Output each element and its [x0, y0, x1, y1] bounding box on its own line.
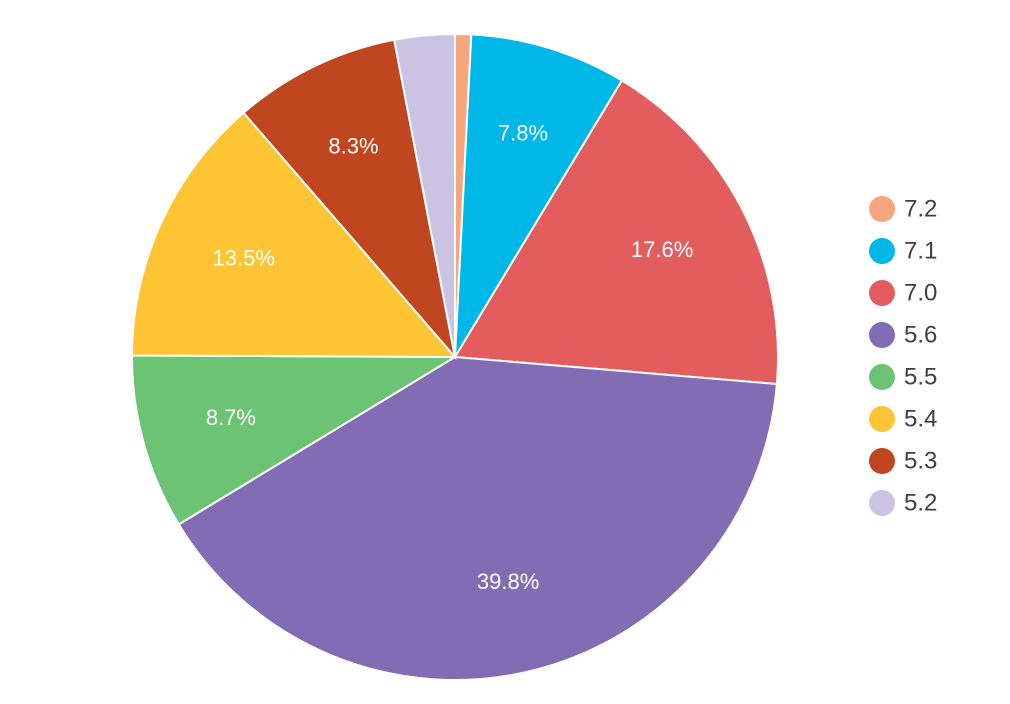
pie-slice-5-2	[393, 32, 456, 358]
data-label-7-1: 7.8%	[498, 120, 548, 145]
legend-swatch	[869, 490, 895, 516]
data-label-5-6: 39.8%	[477, 569, 539, 594]
legend-swatch	[869, 406, 895, 432]
data-label-5-5: 8.7%	[206, 405, 256, 430]
pie-slice-7-1	[454, 33, 624, 358]
legend-item-5-6: 5.6	[869, 321, 937, 348]
data-labels-group: 7.8% 17.6% 39.8% 8.7% 13.5% 8.3%	[206, 120, 693, 594]
legend-swatch	[869, 196, 895, 222]
legend-label: 5.5	[904, 363, 937, 390]
legend-label: 5.3	[904, 447, 937, 474]
legend-item-5-4: 5.4	[869, 405, 937, 432]
legend-label: 5.6	[904, 321, 937, 348]
legend-swatch	[869, 280, 895, 306]
data-label-5-4: 13.5%	[213, 246, 275, 271]
legend-label: 7.0	[904, 279, 937, 306]
legend-item-5-3: 5.3	[869, 447, 937, 474]
legend-label: 5.2	[904, 489, 937, 516]
legend-item-7-0: 7.0	[869, 279, 937, 306]
pie-slice-5-6	[177, 355, 778, 681]
legend-swatch	[869, 322, 895, 348]
legend-item-7-2: 7.2	[869, 195, 937, 222]
legend-item-5-5: 5.5	[869, 363, 937, 390]
legend-label: 5.4	[904, 405, 937, 432]
pie-slice-7-0	[453, 79, 779, 386]
data-label-5-3: 8.3%	[328, 134, 378, 159]
legend-label: 7.1	[904, 237, 937, 264]
legend-swatch	[869, 238, 895, 264]
legend-swatch	[869, 364, 895, 390]
legend: 7.2 7.1 7.0 5.6 5.5 5.4 5.3 5.2	[869, 195, 937, 516]
legend-item-5-2: 5.2	[869, 489, 937, 516]
legend-item-7-1: 7.1	[869, 237, 937, 264]
data-label-7-0: 17.6%	[631, 237, 693, 262]
pie-slice-5-4	[130, 111, 458, 359]
pie-slice-5-5	[130, 354, 459, 526]
slices-group	[130, 32, 779, 681]
legend-label: 7.2	[904, 195, 937, 222]
legend-swatch	[869, 448, 895, 474]
pie-slice-5-3	[242, 38, 457, 361]
